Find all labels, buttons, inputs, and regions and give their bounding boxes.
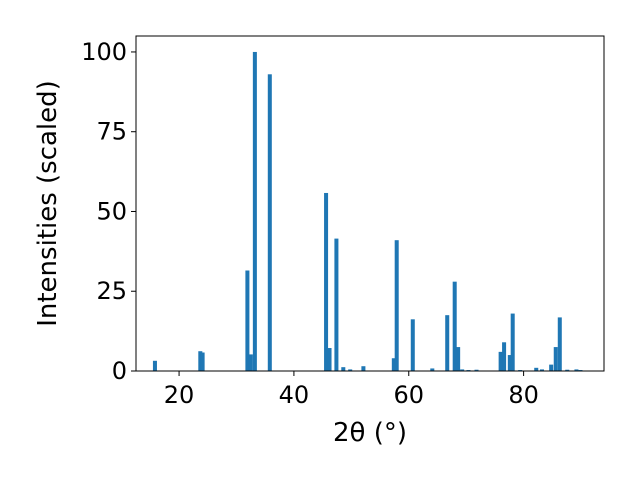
x-axis-ticks: 20 40 60 80 — [164, 371, 539, 409]
bar — [510, 313, 515, 371]
y-axis-label: Intensities (scaled) — [33, 80, 63, 327]
y-tick-label: 75 — [96, 118, 127, 146]
x-axis-label: 2θ (°) — [333, 418, 407, 448]
x-tick-label: 60 — [393, 381, 424, 409]
bar — [498, 351, 503, 371]
bar — [474, 369, 479, 371]
bar — [565, 369, 570, 371]
bar — [553, 347, 558, 371]
x-tick-label: 20 — [164, 381, 195, 409]
bar — [334, 238, 339, 371]
bar — [152, 360, 157, 371]
bar — [549, 364, 554, 371]
bar — [200, 352, 205, 371]
bar — [445, 315, 450, 371]
x-tick-label: 40 — [279, 381, 310, 409]
bar — [502, 342, 507, 371]
y-tick-label: 0 — [112, 357, 127, 385]
bar-series — [152, 51, 583, 371]
bar — [452, 281, 457, 371]
bar — [410, 319, 415, 371]
bar — [252, 51, 257, 371]
y-tick-label: 50 — [96, 197, 127, 225]
bar — [539, 369, 544, 371]
bar — [341, 367, 346, 371]
y-axis-ticks: 0 25 50 75 100 — [81, 38, 136, 385]
bar — [324, 192, 329, 371]
bar — [394, 240, 399, 371]
bar — [507, 355, 512, 371]
bar — [245, 270, 250, 371]
x-tick-label: 80 — [508, 381, 539, 409]
bar — [534, 367, 539, 371]
bar — [361, 366, 366, 371]
bar — [198, 351, 203, 371]
y-tick-label: 100 — [81, 38, 127, 66]
bar — [430, 368, 435, 371]
bar — [456, 347, 461, 371]
bar — [248, 354, 253, 371]
bar — [267, 74, 272, 371]
y-tick-label: 25 — [96, 277, 127, 305]
bar — [460, 369, 465, 371]
bar — [574, 369, 579, 371]
bar — [327, 348, 332, 371]
bar — [391, 358, 396, 371]
plot-frame — [135, 35, 605, 372]
bar — [557, 317, 562, 371]
bar — [348, 369, 353, 371]
